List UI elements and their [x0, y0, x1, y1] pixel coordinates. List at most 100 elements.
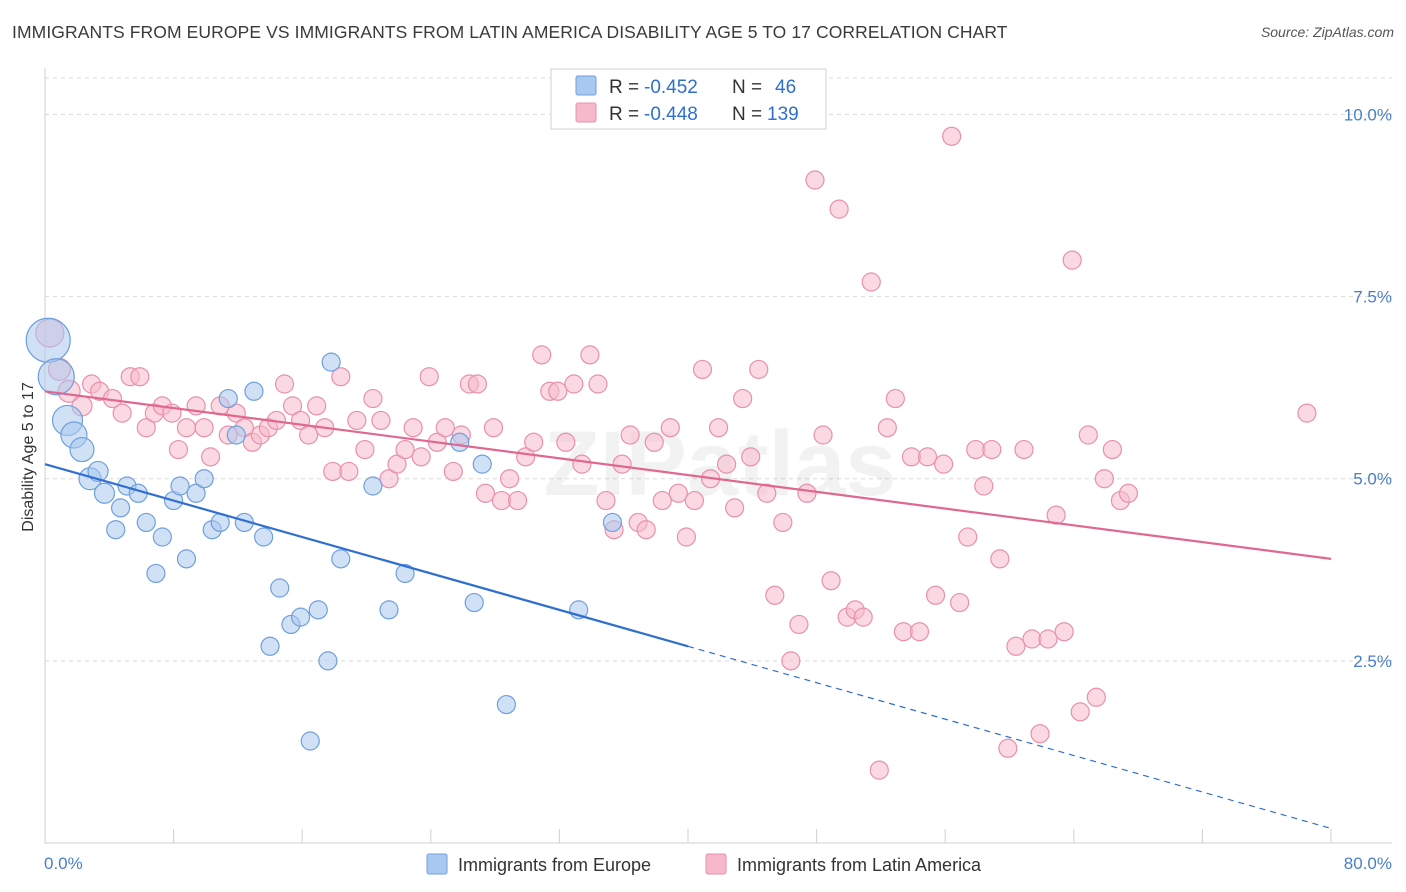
europe-point [308, 600, 328, 620]
latin-america-point [403, 418, 423, 438]
europe-point [395, 563, 415, 584]
latin-america-point [282, 396, 303, 416]
europe-point [450, 432, 470, 452]
latin-america-point [692, 359, 713, 380]
stats-legend: R = -0.452 N = 46 R = -0.448 N = 139 [550, 68, 827, 130]
europe-point [318, 651, 338, 671]
series-legend: Immigrants from Europe Immigrants from L… [426, 853, 982, 875]
legend-n-label-europe: N = [732, 77, 762, 98]
latin-america-point [331, 367, 351, 387]
europe-point [176, 549, 197, 569]
latin-america-point [942, 126, 962, 146]
axes [44, 68, 1392, 844]
latin-america-point [379, 469, 399, 489]
latin-america-point [1030, 724, 1050, 744]
latin-america-point [395, 439, 415, 460]
latin-america-point [893, 622, 914, 642]
latin-america-point [821, 571, 841, 591]
latin-america-point [355, 439, 375, 460]
latin-america-point [588, 374, 608, 394]
latin-america-point [644, 432, 664, 452]
latin-america-point [524, 432, 544, 452]
latin-america-point [176, 418, 197, 438]
europe-trend-line [44, 463, 689, 648]
legend-r-value-latin: -0.448 [644, 104, 698, 125]
legend-r-value-europe: -0.452 [644, 77, 698, 98]
latin-america-point [443, 461, 463, 482]
latin-america-point [508, 490, 528, 511]
latin-america-point [274, 374, 295, 394]
latin-america-point [1078, 425, 1098, 445]
latin-america-point [1094, 469, 1114, 489]
latin-america-point [958, 527, 978, 547]
europe-point [244, 381, 264, 401]
latin-america-point [307, 396, 327, 416]
latin-america-point [556, 432, 576, 452]
legend-n-value-europe: 46 [775, 77, 796, 98]
europe-point [186, 483, 206, 503]
y-tick-label: 7.5% [1353, 288, 1392, 307]
latin-america-point [869, 760, 889, 780]
latin-america-point [200, 447, 221, 467]
legend-swatch-latin [575, 102, 597, 123]
europe-point [93, 482, 116, 504]
legend-r-label-latin: R = [609, 104, 639, 125]
latin-america-point [708, 418, 729, 438]
latin-america-point [483, 418, 504, 438]
latin-america-point [411, 447, 431, 467]
europe-point [87, 460, 109, 483]
latin-america-point [660, 418, 680, 438]
europe-point [37, 358, 75, 396]
legend-swatch-europe [575, 75, 597, 96]
latin-america-point [1022, 629, 1042, 649]
latin-america-series [35, 126, 1317, 780]
legend-box [550, 68, 827, 130]
latin-america-point [596, 490, 616, 511]
europe-point [226, 425, 246, 445]
trend-lines [44, 390, 1332, 830]
latin-america-point [789, 614, 809, 635]
latin-america-point [716, 454, 737, 474]
latin-america-point [467, 374, 488, 394]
europe-point [170, 476, 190, 496]
legend-r-label-europe: R = [609, 77, 639, 98]
latin-america-point [805, 170, 825, 190]
latin-america-point [652, 490, 672, 511]
latin-america-point [749, 359, 769, 380]
europe-trend-extension [687, 645, 1332, 830]
latin-america-point [475, 483, 496, 503]
europe-point [146, 563, 166, 584]
latin-america-point [1038, 629, 1058, 649]
latin-america-point [668, 483, 688, 503]
latin-america-point [612, 454, 632, 474]
latin-america-point [112, 403, 132, 423]
bottom-legend-label-latin: Immigrants from Latin America [737, 855, 982, 875]
chart-title: IMMIGRANTS FROM EUROPE VS IMMIGRANTS FRO… [12, 22, 1008, 42]
latin-america-point [853, 607, 873, 627]
latin-america-point [829, 199, 849, 219]
latin-america-point [861, 272, 881, 292]
europe-point [331, 549, 351, 569]
europe-point [379, 600, 399, 620]
europe-point [194, 469, 214, 489]
y-tick-label: 2.5% [1353, 652, 1392, 671]
latin-america-point [1086, 687, 1106, 707]
europe-point [270, 578, 290, 598]
latin-america-point [1102, 439, 1122, 460]
latin-america-point [733, 388, 753, 409]
latin-america-point [347, 410, 367, 431]
europe-point [464, 592, 484, 613]
europe-point [152, 527, 172, 547]
latin-america-point [797, 483, 817, 503]
latin-america-point [1062, 250, 1082, 270]
latin-america-point [990, 549, 1010, 569]
latin-america-point [974, 476, 994, 496]
latin-america-point [917, 447, 938, 467]
latin-america-point [925, 585, 946, 605]
europe-point [25, 317, 71, 363]
europe-point [363, 476, 383, 496]
latin-america-point [387, 454, 407, 474]
latin-america-point [1118, 483, 1139, 503]
grid-lines [45, 77, 1392, 662]
europe-point [136, 512, 156, 533]
